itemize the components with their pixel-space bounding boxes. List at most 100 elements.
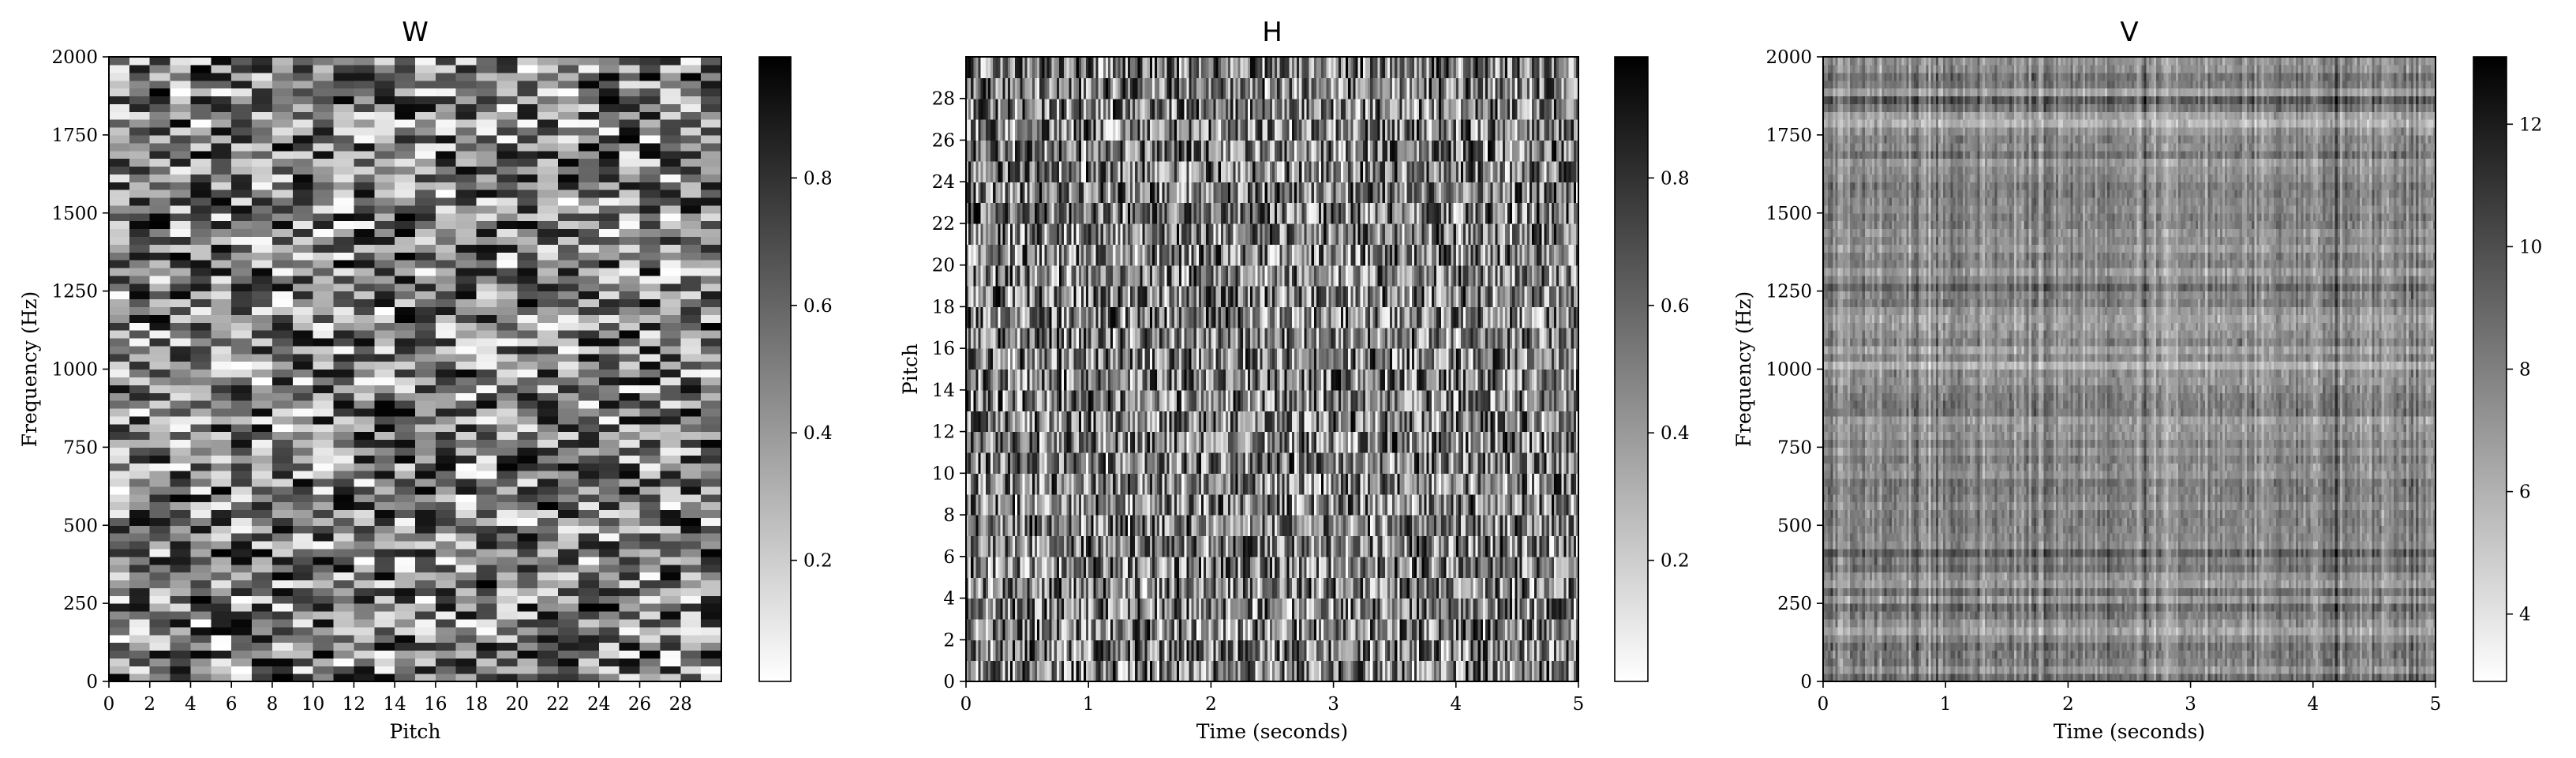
heatmap-cell (129, 354, 150, 362)
heatmap-cell (456, 103, 477, 111)
heatmap-cell (415, 197, 436, 205)
heatmap-cell (680, 330, 701, 338)
heatmap-cell (395, 103, 415, 111)
heatmap-cell (374, 517, 395, 525)
heatmap-cell (680, 408, 701, 416)
heatmap-cell (313, 322, 334, 330)
heatmap-cell (293, 338, 313, 346)
heatmap-cell (252, 88, 272, 96)
heatmap-cell (231, 463, 252, 471)
heatmap-cell (456, 57, 477, 65)
heatmap-cell (211, 57, 231, 65)
heatmap-cell (496, 635, 517, 643)
heatmap-cell (701, 314, 721, 322)
heatmap-cell (436, 221, 456, 229)
heatmap-cell (109, 213, 129, 221)
heatmap-cell (129, 135, 150, 143)
heatmap-cell (599, 557, 620, 565)
heatmap-cell (354, 572, 374, 580)
heatmap-cell (293, 619, 313, 627)
heatmap-cell (313, 580, 334, 587)
heatmap-cell (354, 322, 374, 330)
heatmap-cell (395, 182, 415, 190)
heatmap-cell (496, 666, 517, 674)
heatmap-cell (211, 541, 231, 549)
heatmap-cell (395, 135, 415, 143)
heatmap-cell (701, 666, 721, 674)
heatmap-cell (129, 447, 150, 455)
heatmap-cell (334, 549, 354, 557)
heatmap-cell (496, 549, 517, 557)
heatmap-cell (109, 580, 129, 587)
heatmap-cell (150, 486, 170, 494)
heatmap-cell (354, 252, 374, 260)
heatmap-cell (129, 666, 150, 674)
heatmap-cell (537, 370, 558, 377)
heatmap-cell (477, 587, 497, 595)
heatmap-cell (620, 314, 640, 322)
heatmap-cell (170, 354, 191, 362)
heatmap-cell (231, 166, 252, 174)
heatmap-cell (477, 666, 497, 674)
heatmap-cell (190, 416, 211, 424)
heatmap-cell (334, 159, 354, 167)
heatmap-cell (640, 252, 661, 260)
heatmap-cell (558, 221, 578, 229)
heatmap-cell (701, 338, 721, 346)
heatmap-cell (680, 400, 701, 408)
heatmap-cell (517, 572, 537, 580)
heatmap-cell (354, 205, 374, 213)
heatmap-cell (190, 276, 211, 283)
heatmap-cell (150, 205, 170, 213)
heatmap-cell (680, 174, 701, 182)
heatmap-cell (537, 229, 558, 237)
heatmap-cell (272, 111, 293, 119)
heatmap-cell (129, 385, 150, 392)
heatmap-cell (640, 135, 661, 143)
heatmap-cell (211, 190, 231, 197)
heatmap-cell (129, 221, 150, 229)
heatmap-cell (701, 486, 721, 494)
heatmap-cell (109, 439, 129, 447)
heatmap-cell (395, 354, 415, 362)
heatmap-cell (415, 541, 436, 549)
heatmap-cell (109, 244, 129, 252)
heatmap-cell (701, 611, 721, 619)
heatmap-cell (252, 96, 272, 103)
heatmap-cell (334, 432, 354, 440)
heatmap-cell (578, 377, 599, 385)
heatmap-cell (252, 494, 272, 502)
heatmap-cell (415, 205, 436, 213)
heatmap-cell (496, 143, 517, 151)
heatmap-cell (436, 471, 456, 478)
heatmap-cell (395, 565, 415, 572)
heatmap-cell (109, 306, 129, 314)
heatmap-cell (620, 541, 640, 549)
heatmap-cell (150, 572, 170, 580)
heatmap-cell (517, 236, 537, 244)
heatmap-cell (231, 236, 252, 244)
heatmap-cell (436, 392, 456, 400)
heatmap-cell (190, 408, 211, 416)
heatmap-cell (456, 166, 477, 174)
heatmap-cell (374, 478, 395, 486)
heatmap-cell (252, 408, 272, 416)
heatmap-cell (374, 291, 395, 299)
heatmap-cell (252, 611, 272, 619)
heatmap-cell (109, 197, 129, 205)
heatmap-cell (436, 455, 456, 463)
heatmap-cell (129, 236, 150, 244)
heatmap-cell (436, 260, 456, 268)
heatmap-cell (537, 650, 558, 658)
heatmap-cell (477, 603, 497, 611)
heatmap-cell (313, 463, 334, 471)
heatmap-cell (415, 354, 436, 362)
heatmap-cell (599, 627, 620, 635)
heatmap-cell (640, 96, 661, 103)
heatmap-cell (578, 159, 599, 167)
heatmap-cell (109, 291, 129, 299)
heatmap-cell (129, 174, 150, 182)
heatmap-cell (640, 88, 661, 96)
heatmap-cell (170, 509, 191, 517)
heatmap-cell (170, 182, 191, 190)
